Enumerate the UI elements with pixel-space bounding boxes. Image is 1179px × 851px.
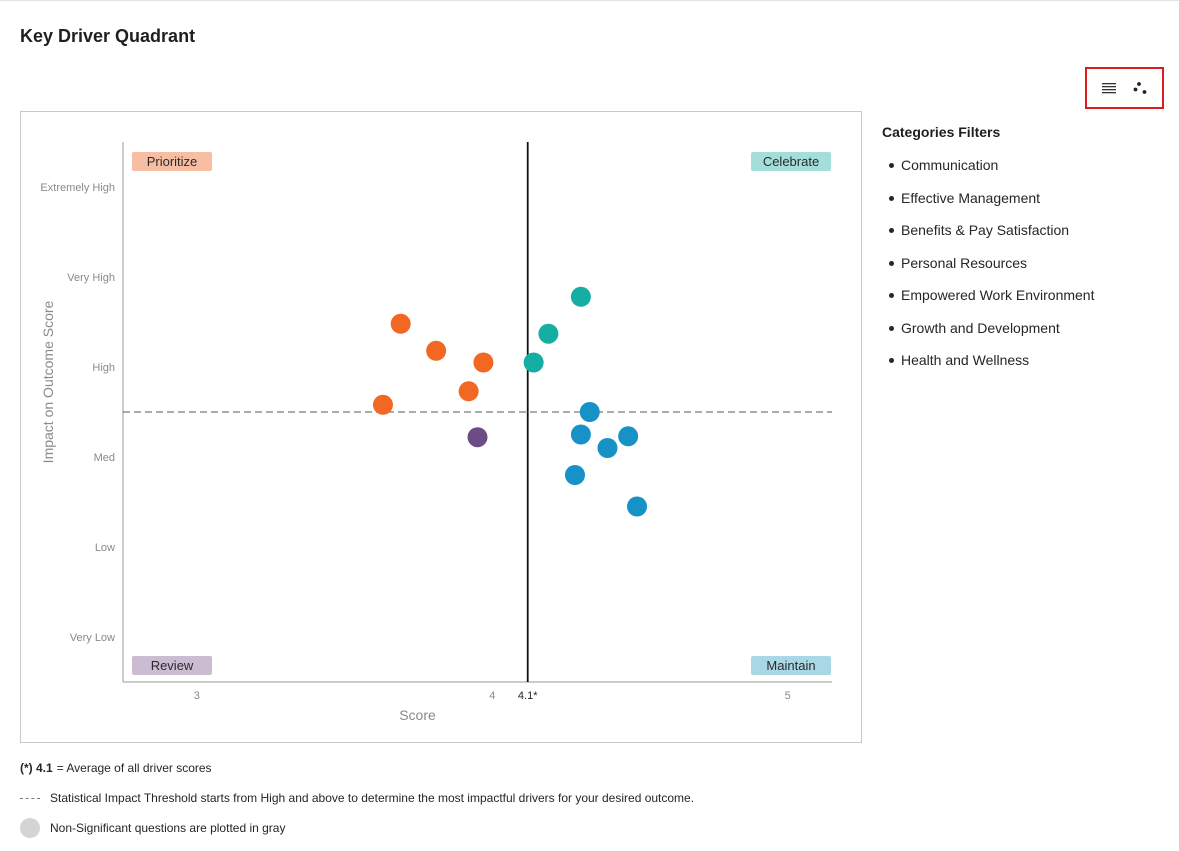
filter-item-communication[interactable]: Communication (882, 154, 1172, 187)
y-axis-title: Impact on Outcome Score (40, 300, 56, 463)
data-point-maintain[interactable] (579, 402, 600, 422)
filter-item-effective-management[interactable]: Effective Management (882, 187, 1172, 220)
categories-filters: Categories Filters Communication Effecti… (882, 124, 1172, 382)
quadrant-label-prioritize: Prioritize (147, 154, 198, 169)
filter-item-personal-resources[interactable]: Personal Resources (882, 252, 1172, 285)
list-view-button[interactable] (1097, 76, 1121, 100)
list-icon (1101, 83, 1116, 94)
y-tick-label: Very High (67, 272, 115, 284)
data-point-prioritize[interactable] (372, 394, 393, 415)
data-point-maintain[interactable] (627, 496, 648, 517)
filter-item-health-wellness[interactable]: Health and Wellness (882, 349, 1172, 382)
data-point-maintain[interactable] (597, 438, 618, 458)
quadrant-chart-svg: Very Low Low Med High Very High Extremely Hig… (40, 142, 832, 723)
data-point-prioritize[interactable] (426, 340, 447, 361)
legend-nonsignificant-text: Non-Significant questions are plotted in… (50, 821, 286, 835)
quadrant-label-review: Review (151, 658, 194, 673)
legend-nonsignificant: Non-Significant questions are plotted in… (20, 813, 920, 843)
filter-item-growth-development[interactable]: Growth and Development (882, 317, 1172, 350)
scatter-icon (1133, 82, 1147, 94)
data-point-celebrate[interactable] (523, 352, 544, 373)
legend-average-prefix: (*) 4.1 (20, 761, 53, 775)
scatter-view-button[interactable] (1128, 76, 1152, 100)
y-tick-label: High (92, 362, 115, 374)
x-tick-label: 4 (489, 690, 495, 702)
x-axis-title: Score (399, 707, 436, 723)
y-tick-label: Extremely High (40, 182, 115, 194)
quadrant-chart: Very Low Low Med High Very High Extremely Hig… (20, 111, 862, 743)
quadrant-label-celebrate: Celebrate (763, 154, 819, 169)
data-point-prioritize[interactable] (473, 352, 494, 373)
quadrant-label-maintain-bg (751, 656, 831, 675)
data-point-maintain[interactable] (570, 424, 591, 445)
data-point-prioritize[interactable] (458, 381, 479, 402)
quadrant-label-celebrate-bg (751, 152, 831, 171)
quadrant-label-prioritize-bg (132, 152, 212, 171)
y-tick-label: Very Low (70, 632, 115, 644)
filter-item-benefits-pay[interactable]: Benefits & Pay Satisfaction (882, 219, 1172, 252)
filters-title: Categories Filters (882, 124, 1001, 140)
x-tick-label: 5 (785, 690, 791, 702)
data-point-prioritize[interactable] (390, 313, 411, 334)
legend-average: (*) 4.1 = Average of all driver scores (20, 753, 920, 783)
x-tick-label: 3 (194, 690, 200, 702)
page-title: Key Driver Quadrant (20, 26, 196, 46)
chart-legend: (*) 4.1 = Average of all driver scores S… (20, 753, 920, 843)
y-tick-label: Med (94, 452, 115, 464)
data-point-celebrate[interactable] (570, 286, 591, 307)
average-tick-label: 4.1* (518, 690, 538, 702)
gray-dot-icon (20, 818, 40, 838)
y-tick-label: Low (95, 542, 115, 554)
legend-threshold: Statistical Impact Threshold starts from… (20, 783, 920, 813)
dashed-line-icon (20, 797, 40, 799)
view-toggle (1085, 67, 1164, 109)
filter-item-empowered-work[interactable]: Empowered Work Environment (882, 284, 1172, 317)
quadrant-label-review-bg (132, 656, 212, 675)
data-point-maintain[interactable] (618, 426, 639, 447)
legend-threshold-text: Statistical Impact Threshold starts from… (50, 791, 695, 805)
data-point-celebrate[interactable] (538, 323, 559, 344)
filters-list: Communication Effective Management Benef… (882, 154, 1172, 382)
data-point-maintain[interactable] (564, 465, 585, 485)
data-point-review[interactable] (467, 427, 488, 448)
quadrant-label-maintain: Maintain (766, 658, 815, 673)
legend-average-text: = Average of all driver scores (56, 761, 212, 775)
